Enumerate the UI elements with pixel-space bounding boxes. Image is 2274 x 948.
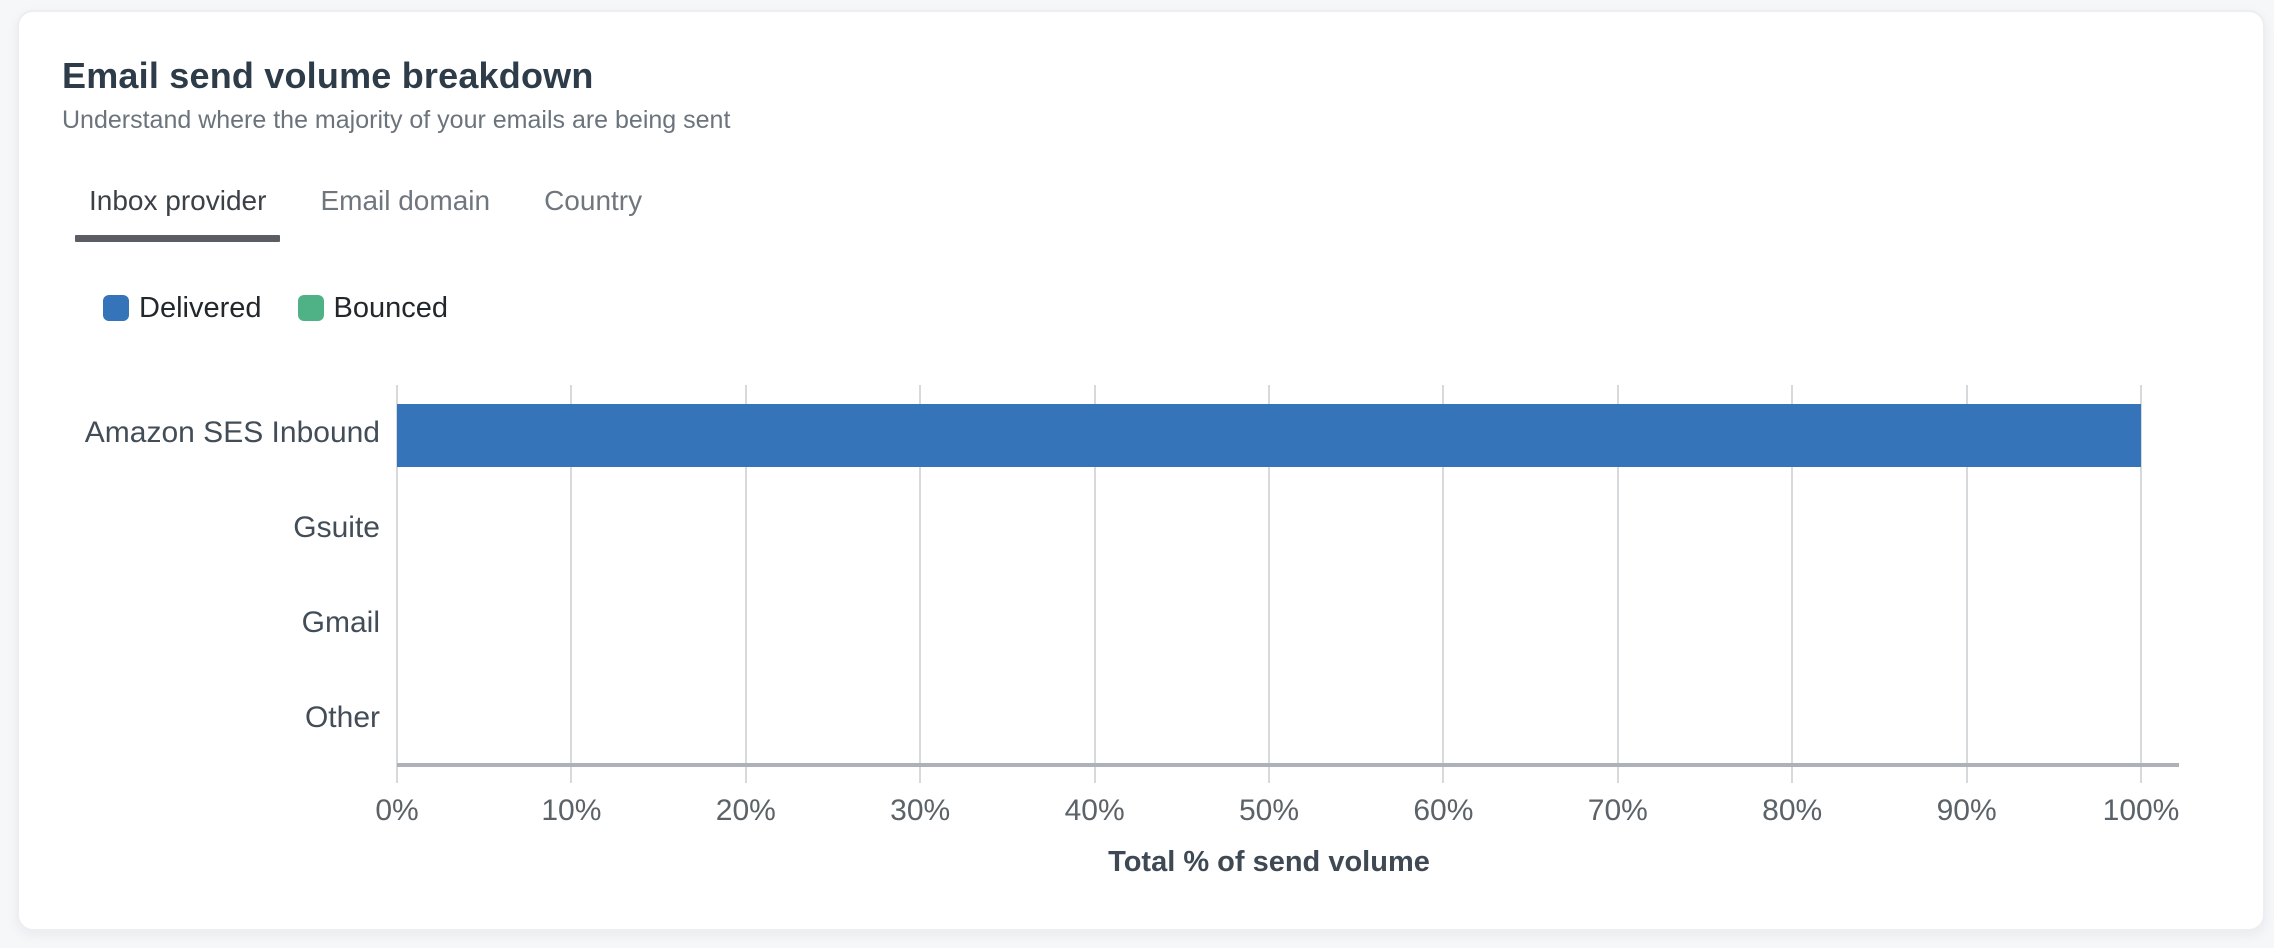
x-tick-label-10: 10% bbox=[541, 794, 602, 827]
gridline-100 bbox=[2140, 385, 2142, 783]
gridline-90 bbox=[1965, 385, 1968, 783]
legend-item-bounced[interactable]: Bounced bbox=[297, 292, 449, 324]
tab-inbox-provider[interactable]: Inbox provider bbox=[75, 178, 281, 242]
x-tick-label-0: 0% bbox=[375, 794, 419, 827]
card-subtitle: Understand where the majority of your em… bbox=[62, 106, 731, 134]
gridline-10 bbox=[570, 385, 573, 783]
legend-swatch-delivered bbox=[103, 295, 129, 321]
legend-swatch-bounced bbox=[297, 295, 324, 321]
x-tick-label-50: 50% bbox=[1238, 794, 1300, 827]
x-axis-title: Total % of send volume bbox=[1108, 846, 1430, 878]
legend-label: Bounced bbox=[333, 292, 449, 324]
category-labels: Amazon SES Inbound Gsuite Gmail Other bbox=[19, 385, 380, 765]
gridline-40 bbox=[1093, 385, 1096, 783]
gridline-60 bbox=[1442, 385, 1445, 783]
tab-country[interactable]: Country bbox=[544, 185, 643, 216]
x-tick-label-40: 40% bbox=[1064, 794, 1125, 827]
x-tick-label-90: 90% bbox=[1936, 794, 1997, 827]
plot-area bbox=[396, 385, 2142, 783]
category-label-gmail: Gmail bbox=[301, 606, 380, 639]
x-axis-line bbox=[397, 763, 2179, 767]
gridline-80 bbox=[1791, 385, 1794, 783]
x-tick-label-70: 70% bbox=[1587, 794, 1648, 827]
tab-email-domain[interactable]: Email domain bbox=[320, 185, 491, 216]
bar-delivered-amazon-ses-inbound[interactable] bbox=[397, 404, 2141, 467]
gridline-30 bbox=[919, 385, 922, 783]
x-tick-label-100: 100% bbox=[2102, 794, 2180, 827]
x-tick-labels: 0% 10% 20% 30% 40% 50% 60% 70% 80% 90% 100% bbox=[375, 793, 2179, 833]
category-label-other: Other bbox=[304, 701, 380, 734]
category-label-amazon-ses-inbound: Amazon SES Inbound bbox=[84, 416, 380, 449]
gridline-70 bbox=[1616, 385, 1619, 783]
card-title: Email send volume breakdown bbox=[62, 55, 594, 96]
gridline-0 bbox=[396, 385, 398, 783]
legend-item-delivered[interactable]: Delivered bbox=[103, 293, 262, 323]
x-tick-label-80: 80% bbox=[1762, 794, 1823, 827]
x-tick-label-20: 20% bbox=[715, 794, 776, 827]
x-tick-label-30: 30% bbox=[890, 794, 951, 827]
chart-legend: Delivered Bounced bbox=[103, 293, 448, 323]
breakdown-tabs: Inbox provider Email domain Country bbox=[75, 178, 682, 242]
gridline-20 bbox=[744, 385, 747, 783]
email-send-volume-card: Email send volume breakdown Understand w… bbox=[17, 10, 2265, 931]
category-label-gsuite: Gsuite bbox=[293, 511, 380, 544]
gridline-50 bbox=[1268, 385, 1270, 783]
legend-label: Delivered bbox=[139, 292, 262, 324]
x-tick-label-60: 60% bbox=[1413, 794, 1474, 827]
